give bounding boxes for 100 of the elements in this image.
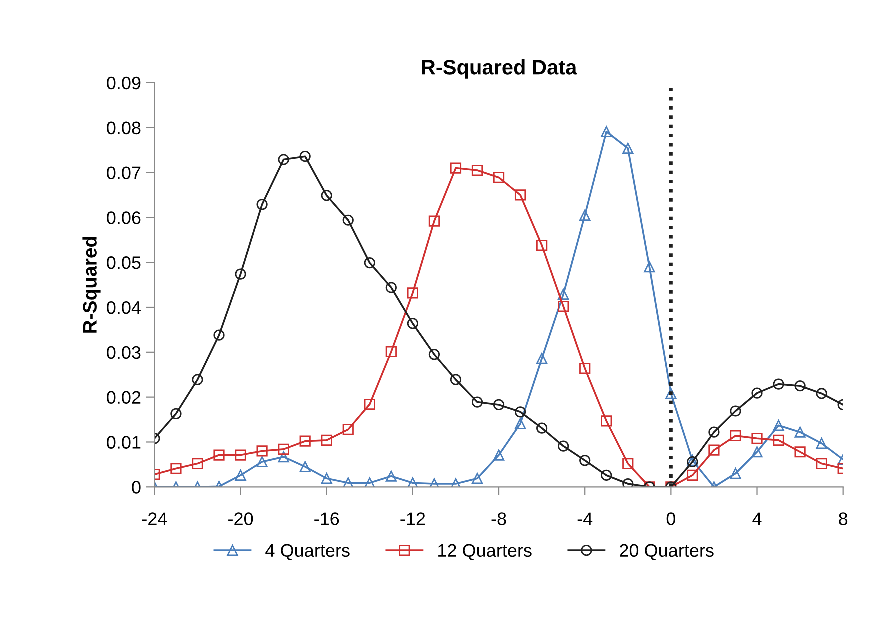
point [256,199,268,210]
point [321,473,332,484]
point [514,406,526,418]
point [407,478,418,488]
point [256,456,268,468]
point [794,426,806,438]
x-tick-label: -4 [578,512,593,526]
point [773,420,784,432]
point [300,151,311,162]
legend-label: 4 Quarters [266,544,350,560]
point [493,399,505,411]
y-tick-label: 0.07 [107,166,141,180]
point [514,190,526,201]
x-tick-label: 4 [752,512,762,526]
y-tick-label: 0.08 [107,122,141,135]
point [730,430,742,442]
point [428,349,440,360]
point [428,478,440,488]
point [342,214,354,226]
legend-label: 12 Quarters [438,544,532,560]
point [536,422,548,434]
point [730,468,742,480]
point [558,288,570,300]
point [708,444,720,456]
point [364,398,376,410]
point [622,478,634,488]
point [342,424,354,436]
point [407,288,418,299]
y-tick-label: 0 [132,481,141,494]
point [214,450,225,461]
point [278,154,290,166]
point [644,262,656,273]
point [300,461,311,472]
point [364,478,376,488]
point [816,458,828,470]
point [321,434,332,446]
point [235,268,246,280]
point [794,446,806,458]
x-tick-label: -24 [142,512,168,526]
point [235,450,246,461]
point [622,142,634,154]
point [708,426,720,438]
point [558,440,570,452]
point [321,190,332,202]
point [278,444,290,455]
y-tick-label: 0.01 [107,436,141,449]
point [192,374,204,386]
point [773,378,784,390]
x-tick-label: -8 [492,512,506,526]
legend-label: 20 Quarters [620,544,714,560]
point [472,473,484,484]
point [794,380,806,392]
point [235,470,246,482]
point [450,162,462,174]
point [687,470,698,482]
point [622,458,634,470]
x-tick-label: -20 [228,512,254,526]
point [816,388,828,400]
point [752,388,763,399]
point [386,470,397,482]
point [601,416,612,427]
point [493,172,505,184]
point [472,396,484,408]
chart-title: R-Squared Data [422,60,578,79]
y-tick-label: 0.04 [107,301,141,314]
point [493,450,505,461]
point [450,374,462,386]
y-axis-title: R-Squared [82,237,101,333]
x-tick-label: 8 [839,512,848,526]
point [278,452,290,463]
point [364,257,376,269]
point [450,478,462,488]
point [816,438,828,450]
point [170,463,182,474]
point [514,418,526,430]
point [536,240,548,252]
point [601,470,612,482]
point [472,164,484,176]
y-tick-label: 0.05 [107,256,141,270]
point [170,408,182,420]
point [428,216,440,227]
x-tick-label: -16 [314,512,340,526]
point [386,346,397,358]
point [536,353,548,364]
point [601,126,612,138]
point [214,330,225,341]
point [558,301,570,312]
point [666,388,677,400]
y-tick-label: 0.06 [107,212,141,224]
point [752,446,763,458]
y-tick-label: 0.02 [107,391,141,404]
point [580,210,591,221]
point [386,282,397,294]
y-tick-label: 0.09 [107,76,141,90]
point [752,433,763,444]
point [256,446,268,457]
x-tick-label: 0 [666,512,676,526]
point [342,478,354,488]
point [192,458,204,470]
point [730,406,742,417]
